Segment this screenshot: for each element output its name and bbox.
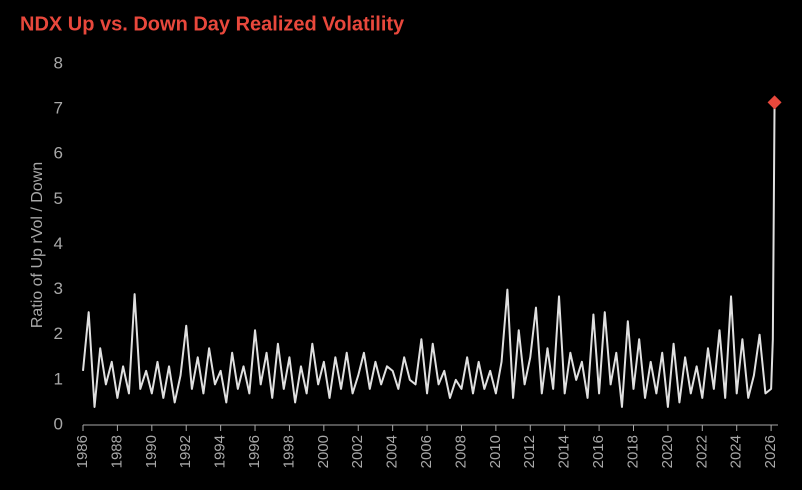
y-tick-label: 7	[54, 99, 63, 118]
x-tick-label: 2016	[590, 435, 607, 468]
x-tick-label: 1992	[177, 435, 194, 468]
y-tick-label: 1	[54, 369, 63, 388]
y-tick-label: 2	[54, 324, 63, 343]
x-tick-label: 1996	[246, 435, 263, 468]
x-tick-label: 2002	[349, 435, 366, 468]
x-tick-label: 2006	[418, 435, 435, 468]
x-tick-label: 1986	[74, 435, 91, 468]
y-tick-label: 5	[54, 189, 63, 208]
x-tick-label: 2012	[521, 435, 538, 468]
x-tick-label: 2010	[487, 435, 504, 468]
x-tick-label: 2020	[659, 435, 676, 468]
x-tick-label: 2018	[624, 435, 641, 468]
chart-title: NDX Up vs. Down Day Realized Volatility	[20, 13, 405, 35]
y-tick-label: 4	[54, 234, 63, 253]
line-series	[82, 102, 776, 408]
x-tick-label: 2024	[728, 435, 745, 468]
x-tick-label: 2008	[452, 435, 469, 468]
y-tick-label: 8	[54, 53, 63, 72]
x-tick-label: 2000	[315, 435, 332, 468]
x-tick-label: 2014	[556, 435, 573, 468]
y-axis-label: Ratio of Up rVol / Down	[29, 162, 46, 328]
x-tick-label: 1988	[108, 435, 125, 468]
x-tick-label: 1990	[143, 435, 160, 468]
y-tick-label: 3	[54, 279, 63, 298]
x-tick-label: 2022	[693, 435, 710, 468]
x-tick-label: 1998	[280, 435, 297, 468]
end-marker	[767, 95, 782, 110]
y-tick-label: 0	[54, 414, 63, 433]
x-tick-label: 2004	[384, 435, 401, 468]
x-tick-label: 2026	[762, 435, 779, 468]
y-tick-label: 6	[54, 144, 63, 163]
x-tick-label: 1994	[212, 435, 229, 468]
